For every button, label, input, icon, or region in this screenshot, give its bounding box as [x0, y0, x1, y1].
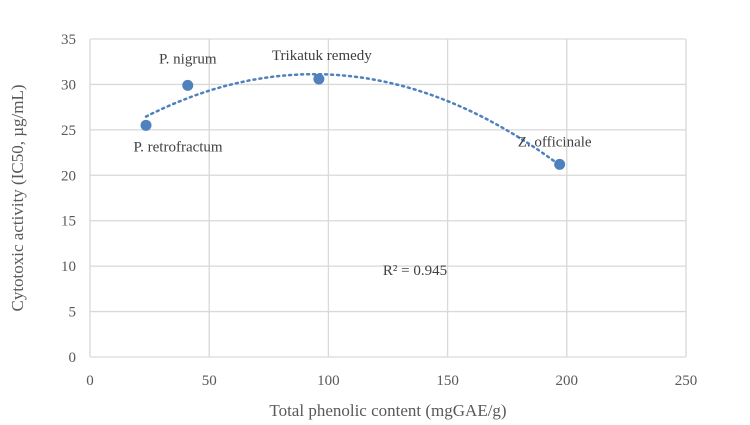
data-point: [313, 73, 325, 85]
data-label: Trikatuk remedy: [272, 48, 372, 64]
data-point: [554, 158, 566, 170]
data-point: [182, 79, 194, 91]
y-tick-label: 10: [61, 259, 76, 275]
x-tick-label: 150: [436, 373, 459, 389]
y-tick-label: 5: [69, 305, 77, 321]
x-axis-title: Total phenolic content (mgGAE/g): [269, 401, 506, 420]
x-tick-label: 100: [317, 373, 340, 389]
y-tick-label: 15: [61, 214, 76, 230]
x-tick-label: 250: [675, 373, 698, 389]
y-axis-title: Cytotoxic activity (IC50, µg/mL): [8, 85, 27, 312]
y-tick-label: 0: [69, 350, 77, 366]
x-tick-label: 50: [202, 373, 217, 389]
y-tick-labels: 0 5 10 15 20 25 30 35: [61, 32, 76, 366]
y-tick-label: 35: [61, 32, 76, 48]
data-label: P. retrofractum: [133, 139, 222, 155]
x-tick-label: 0: [86, 373, 94, 389]
data-points: [140, 73, 566, 170]
r-squared-label: R² = 0.945: [383, 263, 447, 279]
x-tick-labels: 0 50 100 150 200 250: [86, 373, 697, 389]
data-label: P. nigrum: [159, 51, 217, 67]
data-label: Z. officinale: [518, 134, 592, 150]
gridlines: [89, 38, 687, 358]
y-tick-label: 20: [61, 168, 76, 184]
y-tick-label: 25: [61, 123, 76, 139]
data-point: [140, 119, 152, 131]
point-labels: P. retrofractum P. nigrum Trikatuk remedy Z…: [133, 48, 591, 155]
x-tick-label: 200: [556, 373, 579, 389]
trendline: [144, 72, 561, 167]
y-tick-label: 30: [61, 77, 76, 93]
